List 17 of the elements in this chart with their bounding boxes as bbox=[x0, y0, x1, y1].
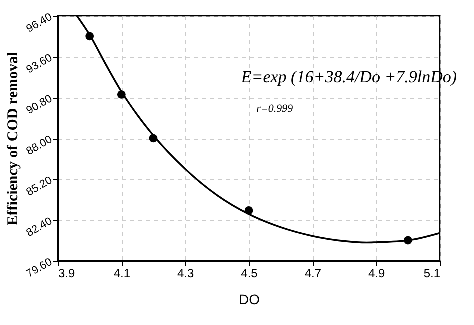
x-tick-label: 4.3 bbox=[177, 266, 194, 280]
y-tick-label: 93.60 bbox=[24, 52, 54, 76]
x-tick-label: 4.5 bbox=[241, 266, 258, 280]
y-tick-label: 96.40 bbox=[24, 11, 54, 36]
x-tick-label: 3.9 bbox=[58, 266, 76, 280]
x-axis-title: DO bbox=[239, 292, 260, 308]
y-tick-label: 79.60 bbox=[24, 256, 54, 280]
x-tick-label: 5.1 bbox=[424, 266, 441, 280]
x-tick-label: 4.9 bbox=[368, 266, 386, 280]
x-tick-label: 4.7 bbox=[304, 266, 322, 280]
y-axis-title: Efficiency of COD removal bbox=[6, 52, 22, 226]
y-tick-label: 88.00 bbox=[24, 134, 54, 158]
annotation: r=0.999 bbox=[256, 103, 294, 116]
y-tick-label: 85.20 bbox=[24, 174, 54, 199]
y-tick-label: 90.80 bbox=[24, 92, 54, 118]
x-tick-label: 4.1 bbox=[114, 266, 131, 280]
y-tick-label: 82.40 bbox=[24, 215, 54, 240]
